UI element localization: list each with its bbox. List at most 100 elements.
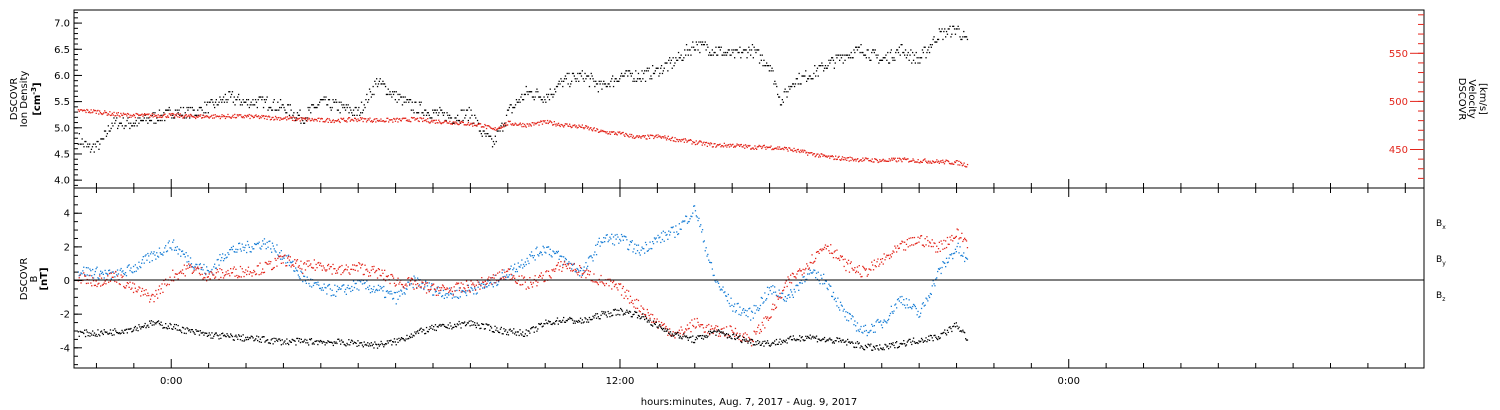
- density-point: [413, 112, 415, 114]
- bz-point: [363, 273, 365, 276]
- bz-point: [791, 272, 794, 274]
- velocity-point: [279, 119, 281, 121]
- by-point: [750, 310, 753, 312]
- density-point: [285, 112, 287, 114]
- bx-point: [396, 338, 398, 340]
- by-point: [900, 302, 902, 304]
- bz-point: [364, 264, 366, 266]
- density-point: [926, 51, 928, 54]
- bz-point: [400, 283, 403, 286]
- by-point: [486, 286, 488, 288]
- density-point: [701, 41, 704, 43]
- bz-point: [91, 285, 93, 287]
- density-point: [685, 44, 688, 46]
- bx-point: [800, 337, 802, 339]
- density-point: [312, 104, 315, 106]
- velocity-point: [330, 121, 332, 123]
- velocity-point: [507, 120, 510, 122]
- velocity-point: [676, 139, 679, 141]
- bz-point: [838, 257, 840, 259]
- by-point: [847, 311, 849, 314]
- by-point: [861, 331, 863, 333]
- velocity-point: [919, 162, 921, 164]
- velocity-point: [441, 122, 443, 124]
- bz-point: [229, 275, 231, 277]
- bx-point: [250, 335, 252, 337]
- density-point: [263, 99, 266, 101]
- density-point: [227, 99, 229, 101]
- velocity-point: [354, 117, 356, 119]
- bz-point: [103, 282, 105, 284]
- bz-point: [524, 281, 526, 283]
- velocity-point: [303, 118, 306, 120]
- velocity-point: [405, 119, 408, 122]
- density-point: [435, 112, 437, 114]
- bz-point: [109, 280, 112, 282]
- density-point: [272, 101, 274, 103]
- density-point: [725, 51, 727, 54]
- bz-point: [355, 265, 357, 267]
- bz-point: [563, 263, 565, 266]
- bz-point: [278, 255, 280, 257]
- bx-point: [747, 342, 749, 344]
- by-point: [545, 252, 547, 254]
- velocity-point: [723, 142, 725, 144]
- by-point: [714, 280, 716, 282]
- density-point: [230, 96, 232, 98]
- density-point: [376, 85, 379, 88]
- bx-point: [368, 343, 371, 345]
- velocity-point: [954, 161, 957, 164]
- velocity-point: [437, 122, 439, 124]
- bz-point: [611, 288, 613, 290]
- by-point: [851, 315, 853, 317]
- by-point: [856, 322, 859, 324]
- by-point: [626, 239, 628, 241]
- bz-point: [599, 281, 601, 283]
- velocity-point: [352, 119, 354, 121]
- by-point: [632, 251, 634, 253]
- velocity-point: [776, 148, 778, 150]
- by-point: [951, 253, 953, 255]
- bx-point: [480, 327, 482, 329]
- bz-point: [124, 287, 126, 289]
- velocity-point: [281, 118, 283, 120]
- by-point: [782, 298, 785, 301]
- velocity-point: [819, 156, 821, 158]
- bz-point: [849, 262, 851, 265]
- bz-point: [356, 264, 358, 267]
- bx-point: [636, 317, 639, 319]
- bz-point: [610, 280, 612, 282]
- bx-point: [534, 327, 536, 329]
- by-point: [218, 264, 220, 266]
- by-point: [131, 271, 133, 273]
- density-point: [448, 117, 450, 119]
- bz-point: [902, 241, 904, 243]
- velocity-point: [234, 113, 236, 116]
- bz-point: [895, 247, 897, 249]
- velocity-point: [812, 153, 815, 155]
- bx-point: [264, 341, 266, 343]
- bx-point: [884, 343, 886, 346]
- bx-point: [409, 336, 412, 339]
- by-point: [438, 292, 440, 294]
- density-point: [563, 80, 565, 82]
- bx-point: [191, 329, 193, 331]
- density-point: [874, 49, 876, 51]
- by-point: [642, 247, 644, 250]
- density-point: [639, 78, 641, 80]
- density-point: [566, 72, 568, 75]
- density-point: [379, 78, 381, 80]
- velocity-point: [228, 116, 230, 118]
- by-point: [484, 284, 486, 286]
- density-point: [571, 72, 574, 75]
- bx-point: [245, 336, 247, 339]
- bx-point: [903, 340, 905, 342]
- velocity-point: [299, 120, 301, 122]
- velocity-point: [728, 146, 731, 148]
- bx-point: [506, 331, 509, 333]
- bx-point: [690, 336, 692, 338]
- bz-point: [162, 291, 164, 293]
- by-point: [477, 286, 479, 288]
- by-point: [727, 293, 729, 296]
